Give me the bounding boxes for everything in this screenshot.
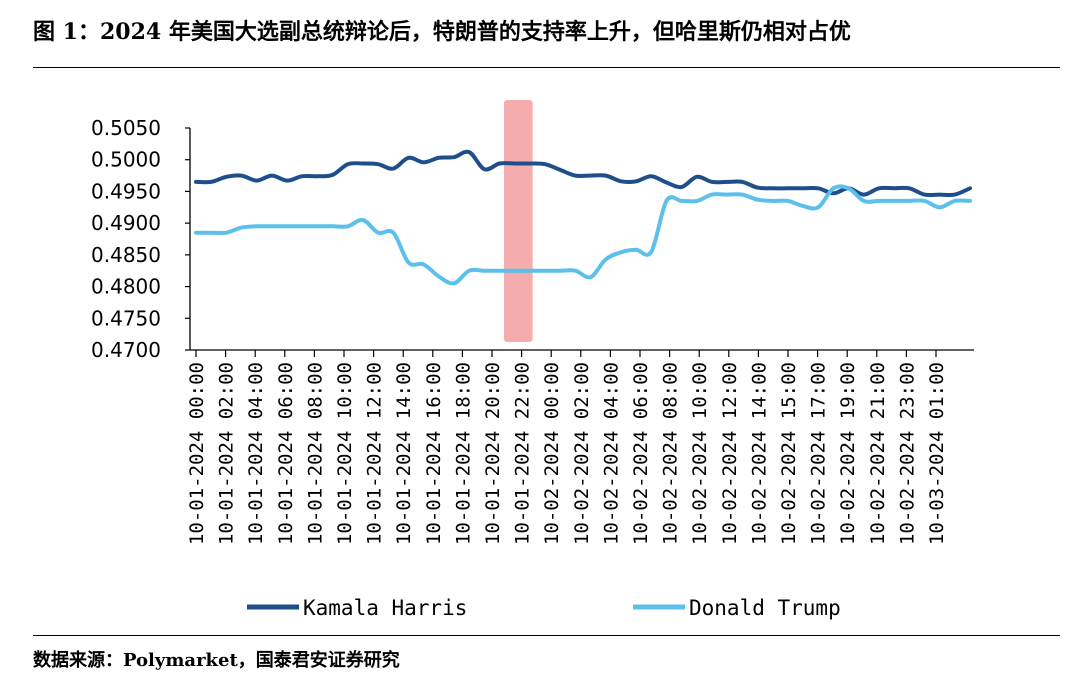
highlight-band-layer: [504, 100, 533, 342]
x-tick-label: 10-02-2024 17:00: [808, 362, 830, 545]
x-tick-label: 10-01-2024 00:00: [186, 362, 208, 545]
x-tick-label: 10-02-2024 06:00: [630, 362, 652, 545]
y-tick-layer: 0.5050 0.5000 0.4950 0.4900 0.4850 0.4800 0.47…: [91, 116, 190, 362]
y-tick-label: 0.4800: [91, 275, 161, 299]
series-line-kamala-harris: [194, 149, 972, 198]
series-layer: [194, 149, 972, 286]
y-tick-label: 0.4700: [91, 338, 161, 362]
y-tick-label: 0.5050: [91, 116, 161, 140]
x-tick-label: 10-02-2024 12:00: [719, 362, 741, 545]
x-tick-label: 10-01-2024 06:00: [275, 362, 297, 545]
x-tick-label: 10-01-2024 04:00: [245, 362, 267, 545]
x-tick-label: 10-01-2024 10:00: [334, 362, 356, 545]
x-tick-label: 10-02-2024 14:00: [748, 362, 770, 545]
x-tick-label: 10-01-2024 16:00: [423, 362, 445, 545]
x-tick-label: 10-01-2024 14:00: [393, 362, 415, 545]
legend-label-kamala-harris: Kamala Harris: [303, 596, 467, 620]
series-line-donald-trump: [194, 184, 972, 286]
x-tick-label: 10-02-2024 02:00: [571, 362, 593, 545]
highlight-band: [504, 100, 533, 342]
legend-label-donald-trump: Donald Trump: [689, 596, 841, 620]
x-tick-label: 10-02-2024 00:00: [541, 362, 563, 545]
y-tick-label: 0.4950: [91, 179, 161, 203]
x-tick-label: 10-02-2024 23:00: [896, 362, 918, 545]
y-tick-label: 0.5000: [91, 148, 161, 172]
x-tick-label: 10-02-2024 21:00: [867, 362, 889, 545]
x-tick-label: 10-01-2024 12:00: [364, 362, 386, 545]
x-tick-label: 10-01-2024 18:00: [452, 362, 474, 545]
x-tick-label: 10-02-2024 19:00: [837, 362, 859, 545]
legend: Kamala Harris Donald Trump: [247, 596, 841, 620]
x-tick-label: 10-03-2024 01:00: [926, 362, 948, 545]
x-tick-label: 10-02-2024 08:00: [660, 362, 682, 545]
bottom-rule: [33, 635, 1060, 636]
figure-title: 图 1：2024 年美国大选副总统辩论后，特朗普的支持率上升，但哈里斯仍相对占优: [33, 19, 851, 45]
x-tick-label: 10-01-2024 20:00: [482, 362, 504, 545]
y-tick-label: 0.4750: [91, 306, 161, 330]
x-tick-label: 10-02-2024 10:00: [689, 362, 711, 545]
top-rule: [33, 67, 1060, 68]
x-tick-label: 10-01-2024 02:00: [216, 362, 238, 545]
y-tick-label: 0.4900: [91, 211, 161, 235]
x-tick-label: 10-02-2024 15:00: [778, 362, 800, 545]
y-tick-label: 0.4850: [91, 243, 161, 267]
x-tick-layer: 10-01-2024 00:00 10-01-2024 02:00 10-01-20…: [186, 350, 948, 545]
x-tick-label: 10-01-2024 08:00: [304, 362, 326, 545]
axis-layer: [189, 128, 974, 351]
x-tick-label: 10-01-2024 22:00: [512, 362, 534, 545]
x-tick-label: 10-02-2024 04:00: [600, 362, 622, 545]
source-note: 数据来源：Polymarket，国泰君安证券研究: [33, 650, 400, 671]
